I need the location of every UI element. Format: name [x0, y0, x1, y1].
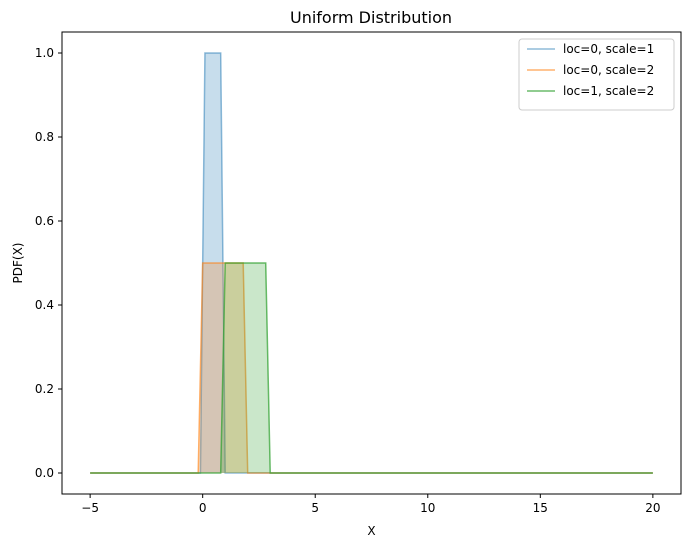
x-tick-label: 20	[645, 501, 660, 515]
x-tick-label: 0	[199, 501, 207, 515]
x-axis-label: X	[367, 524, 375, 538]
series-1-line	[90, 52, 653, 474]
y-axis: 0.0 0.2 0.4 0.6 0.8 1.0	[35, 46, 62, 480]
plot-layer	[90, 52, 653, 474]
chart-title: Uniform Distribution	[290, 8, 452, 27]
y-tick-label: 0.8	[35, 130, 54, 144]
legend-box	[518, 38, 675, 111]
series-2-fill	[90, 263, 653, 473]
series-1-fill	[90, 53, 653, 473]
x-tick-label: 15	[533, 501, 548, 515]
legend-entry-label: loc=0, scale=1	[563, 42, 654, 56]
y-tick-label: 0.4	[35, 298, 54, 312]
x-tick-label: 10	[420, 501, 435, 515]
x-axis: −5 0 5 10 15 20	[81, 494, 661, 515]
legend: loc=0, scale=1 loc=0, scale=2 loc=1, scale…	[518, 38, 675, 111]
legend-entry-label: loc=0, scale=2	[563, 63, 654, 77]
series-2-line	[90, 262, 653, 474]
legend-entry-label: loc=1, scale=2	[563, 84, 654, 98]
series-3-fill	[90, 263, 653, 473]
x-tick-label: −5	[81, 501, 99, 515]
y-axis-label: PDF(X)	[11, 243, 25, 284]
y-tick-label: 0.0	[35, 466, 54, 480]
x-tick-label: 5	[311, 501, 319, 515]
series-3-line	[90, 262, 653, 474]
y-tick-label: 0.6	[35, 214, 54, 228]
y-tick-label: 1.0	[35, 46, 54, 60]
plot-frame	[61, 31, 682, 495]
y-tick-label: 0.2	[35, 382, 54, 396]
